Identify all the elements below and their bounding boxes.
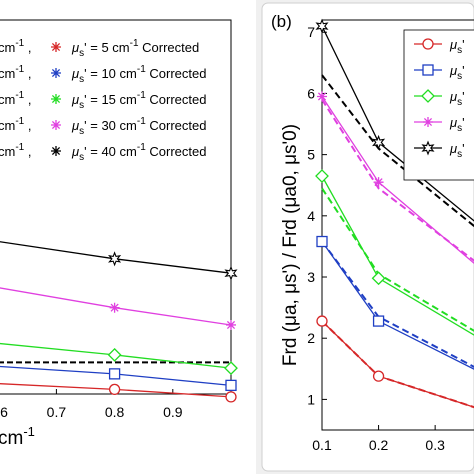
left-x-tick-label: 0.8 <box>105 404 125 420</box>
left-x-tick-label: 0.9 <box>163 404 183 420</box>
left-chart-panel: 0.6 0.7 0.8 0.9 cm-1 cm-1 , μs' = 5 cm-1 Corre… <box>0 19 238 449</box>
left-legend-fragment-2: cm-1 , <box>0 90 31 107</box>
right-y-tick-label: 7 <box>307 24 315 40</box>
left-legend-label-3: μs' = 30 cm-1 Corrected <box>71 116 206 137</box>
right-legend-box <box>403 29 474 181</box>
right-series-marker-1 <box>316 235 328 248</box>
right-legend-label-3: μs' <box>449 115 465 134</box>
right-x-tick-label: 0.3 <box>425 437 445 453</box>
left-legend-label-1: μs' = 10 cm-1 Corrected <box>71 64 206 85</box>
right-series-marker-3 <box>317 91 327 102</box>
right-series-marker-3 <box>373 177 384 188</box>
left-legend-label-4: μs' = 40 cm-1 Corrected <box>71 142 206 163</box>
left-series-marker-4 <box>224 265 238 281</box>
right-legend-marker-4 <box>421 140 435 156</box>
right-legend-label-1: μs' <box>449 63 465 82</box>
right-series-marker-0 <box>316 315 328 327</box>
right-series-marker-2 <box>371 271 386 286</box>
left-series-marker-0 <box>108 383 121 396</box>
right-legend-label-4: μs' <box>449 141 465 160</box>
right-legend-marker-3 <box>423 117 433 127</box>
right-series-marker-4 <box>315 18 329 34</box>
right-y-tick-label: 4 <box>307 208 315 224</box>
left-series-line-4 <box>0 241 232 274</box>
left-legend-marker-2 <box>51 94 61 104</box>
right-plot-frame <box>321 19 474 431</box>
right-x-tick-label: 0.2 <box>369 437 389 453</box>
left-series-marker-4 <box>108 251 122 267</box>
right-y-tick-label: 2 <box>307 330 315 346</box>
right-x-tick-label: 0.1 <box>312 437 332 453</box>
right-legend-label-2: μs' <box>449 89 465 108</box>
left-x-tick-label: 0.6 <box>0 404 8 420</box>
right-legend-label-0: μs' <box>449 37 465 56</box>
left-series-marker-0 <box>225 391 237 403</box>
left-legend-marker-0 <box>51 42 61 52</box>
right-legend-marker-0 <box>422 38 434 50</box>
left-series-line-3 <box>0 287 232 326</box>
left-series-line-1 <box>0 365 232 387</box>
right-y-tick-label: 3 <box>307 269 315 285</box>
right-legend-marker-1 <box>422 64 434 76</box>
left-series-marker-3 <box>109 302 120 313</box>
right-series-marker-0 <box>372 370 385 382</box>
left-legend-marker-3 <box>51 120 61 130</box>
left-x-tick-label: 0.7 <box>47 404 67 420</box>
right-legend-marker-2 <box>421 89 435 103</box>
left-x-axis-label: cm-1 <box>0 424 35 449</box>
right-panel-label: (b) <box>271 12 292 31</box>
right-series-marker-4 <box>372 134 386 150</box>
right-y-axis-label: Frd (μa, μs') / Frd (μa0, μs'0) <box>280 124 301 366</box>
left-legend-fragment-3: cm-1 , <box>0 116 31 133</box>
right-y-tick-label: 6 <box>307 85 315 101</box>
right-series-marker-2 <box>315 169 329 183</box>
left-legend-label-0: μs' = 5 cm-1 Corrected <box>71 38 199 59</box>
right-y-tick-label: 5 <box>307 147 315 163</box>
right-y-tick-label: 1 <box>307 391 315 407</box>
left-legend-fragment-0: cm-1 , <box>0 38 31 55</box>
left-legend-marker-1 <box>51 68 61 78</box>
left-series-line-0 <box>0 383 232 398</box>
left-legend-label-2: μs' = 15 cm-1 Corrected <box>71 90 206 111</box>
left-legend-fragment-1: cm-1 , <box>0 64 31 81</box>
left-legend-marker-4 <box>51 146 61 156</box>
left-series-marker-1 <box>108 368 121 380</box>
left-series-marker-3 <box>226 319 236 330</box>
left-series-marker-2 <box>224 361 238 376</box>
left-series-marker-1 <box>225 379 237 392</box>
left-series-marker-2 <box>107 347 122 362</box>
right-series-marker-1 <box>372 315 385 327</box>
left-legend-fragment-4: cm-1 , <box>0 142 31 159</box>
left-series-line-2 <box>0 342 232 369</box>
